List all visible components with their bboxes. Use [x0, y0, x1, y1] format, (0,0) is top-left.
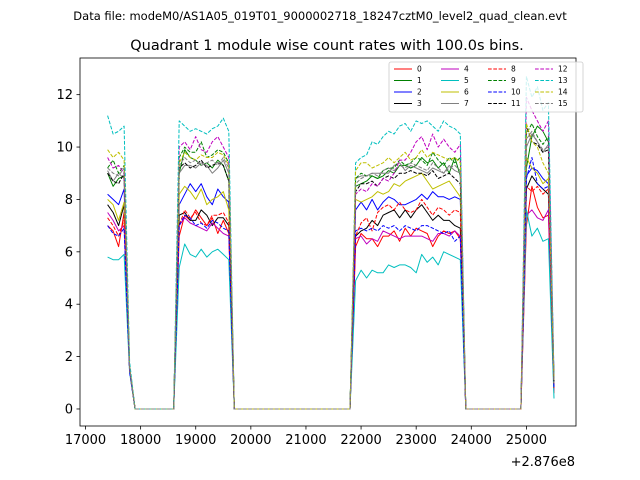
legend-box — [388, 61, 584, 113]
y-tick-label: 10 — [56, 141, 73, 156]
y-tick-label: 6 — [65, 245, 73, 260]
x-tick-label: 17000 — [65, 433, 106, 448]
x-tick-label: 24000 — [451, 433, 492, 448]
legend-label-0: 0 — [417, 65, 422, 74]
chart-title: Quadrant 1 module wise count rates with … — [130, 38, 524, 54]
legend-label-9: 9 — [511, 76, 516, 85]
plot-background — [80, 58, 576, 426]
y-tick-label: 0 — [65, 402, 73, 417]
y-tick-label: 12 — [56, 88, 73, 103]
legend-label-7: 7 — [464, 99, 469, 108]
series-line-9 — [107, 123, 555, 410]
x-tick-label: 18000 — [120, 433, 161, 448]
legend-label-8: 8 — [511, 65, 516, 74]
plot-area — [80, 58, 576, 426]
legend-label-11: 11 — [511, 99, 521, 108]
x-tick-label: 19000 — [175, 433, 216, 448]
x-tick-label: 25000 — [506, 433, 547, 448]
x-axis-offset-label: +2.876e8 — [511, 455, 575, 470]
legend-label-5: 5 — [464, 76, 469, 85]
legend-label-14: 14 — [558, 88, 568, 97]
y-tick-label: 4 — [65, 298, 73, 313]
legend-label-15: 15 — [558, 99, 568, 108]
legend-label-6: 6 — [464, 88, 469, 97]
x-tick-label: 22000 — [340, 433, 381, 448]
legend-label-1: 1 — [417, 76, 422, 85]
legend-label-3: 3 — [417, 99, 422, 108]
y-tick-label: 2 — [65, 350, 73, 365]
x-tick-label: 23000 — [395, 433, 436, 448]
legend-label-10: 10 — [511, 88, 521, 97]
series-line-15 — [107, 130, 555, 410]
axes-layer: 17000 18000 19000 20000 21000 22000 23000 24000… — [56, 57, 577, 448]
figure-suptitle: Data file: modeM0/AS1A05_019T01_90000027… — [73, 9, 567, 23]
x-tick-label: 20000 — [230, 433, 271, 448]
axes-frame — [79, 57, 577, 427]
legend-label-12: 12 — [558, 65, 568, 74]
legend-label-4: 4 — [464, 65, 469, 74]
x-tick-label: 21000 — [285, 433, 326, 448]
series-layer — [107, 75, 555, 410]
legend-label-2: 2 — [417, 88, 422, 97]
legend-label-13: 13 — [558, 76, 568, 85]
y-tick-label: 8 — [65, 193, 73, 208]
